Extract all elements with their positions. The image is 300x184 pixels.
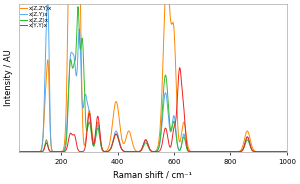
x(Z,Y)x [17,151,20,153]
Line: x(Y,Y)x: x(Y,Y)x [19,68,287,152]
x(Y,Y)x [178,67,181,69]
Line: x(Z,Z)x: x(Z,Z)x [19,7,287,152]
x(Z,Y)x [280,151,284,153]
x(Z,Z)x [251,150,255,152]
x(Y,Y)x [63,150,67,152]
Y-axis label: Intensity / AU: Intensity / AU [4,49,13,106]
x(Z,Z)x [285,151,289,153]
x(Y,Y)x [285,151,289,153]
Legend: x(Z,ZY)x, x(Z,Y)x, x(Z,Z)x, x(Y,Y)x: x(Z,ZY)x, x(Z,Y)x, x(Z,Z)x, x(Y,Y)x [20,5,52,29]
x(Z,Y)x [251,150,255,152]
x(Y,Y)x [120,148,123,150]
x(Y,Y)x [17,151,20,153]
x(Z,Z)x [17,151,20,153]
x(Z,Y)x [131,151,135,153]
x(Z,Z)x [120,148,123,150]
x(Z,ZY)x [251,147,255,150]
x(Z,ZY)x [63,132,67,134]
x(Y,Y)x [280,151,284,153]
x(Z,Z)x [76,6,80,8]
x(Z,Y)x [285,151,289,153]
x(Y,Y)x [47,149,51,152]
x(Z,Z)x [131,151,135,153]
x(Z,Z)x [63,148,67,150]
x(Z,ZY)x [47,95,51,98]
x(Z,Y)x [64,143,67,146]
Line: x(Z,ZY)x: x(Z,ZY)x [19,0,287,152]
x(Z,ZY)x [131,145,135,147]
X-axis label: Raman shift / cm⁻¹: Raman shift / cm⁻¹ [113,171,192,180]
x(Z,ZY)x [120,137,123,139]
x(Y,Y)x [131,151,135,153]
x(Z,Y)x [48,73,51,75]
x(Z,Y)x [120,148,123,150]
x(Z,Z)x [47,149,51,151]
Line: x(Z,Y)x: x(Z,Y)x [19,0,287,152]
x(Z,ZY)x [285,151,289,153]
x(Y,Y)x [251,150,255,152]
x(Z,ZY)x [17,151,20,153]
x(Z,ZY)x [280,151,284,153]
x(Z,Z)x [280,151,284,153]
